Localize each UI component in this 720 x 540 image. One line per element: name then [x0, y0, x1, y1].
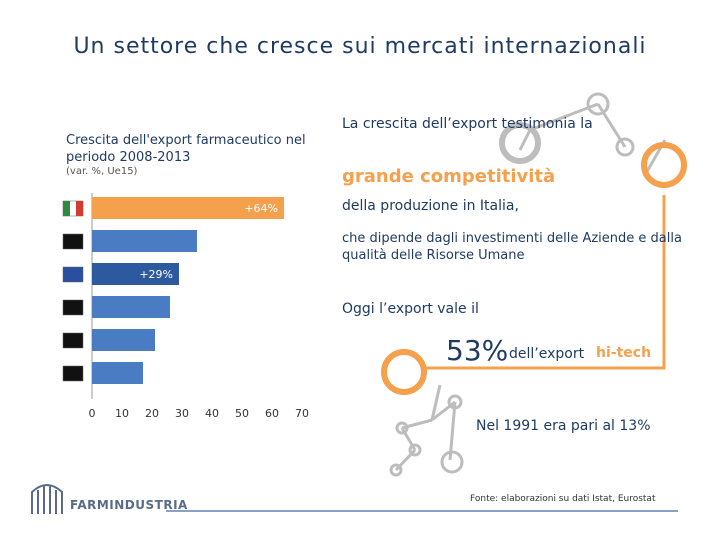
bar-paese-2: [92, 230, 197, 252]
x-tick-label: 30: [175, 407, 189, 420]
bar-italia: [92, 197, 284, 219]
flag-green-stripe: [63, 201, 70, 216]
text-export-value: Oggi l’export vale il: [342, 301, 479, 317]
x-tick-label: 50: [235, 407, 249, 420]
flag-icon: [62, 266, 84, 283]
source-note: Fonte: elaborazioni su dati Istat, Euros…: [470, 494, 656, 504]
big-percentage: 53%: [446, 334, 509, 367]
flag-icon: [62, 233, 84, 250]
x-tick-label: 0: [89, 407, 96, 420]
data-label: +64%: [244, 202, 278, 215]
x-tick-label: 10: [115, 407, 129, 420]
text-1991: Nel 1991 era pari al 13%: [476, 418, 651, 434]
page-title: Un settore che cresce sui mercati intern…: [73, 34, 647, 59]
chart-title: Crescita dell'export farmaceutico nel pe…: [66, 133, 306, 165]
flag-icon: [62, 332, 84, 349]
big-text: dell’export: [509, 346, 585, 362]
bar-paese-6: [92, 362, 143, 384]
flag-red-stripe: [76, 201, 83, 216]
flag-icon: [62, 365, 84, 382]
logo-text: FARMINDUSTRIA: [70, 498, 188, 512]
farmindustria-logo-icon: [31, 484, 63, 514]
flag-icon: [62, 299, 84, 316]
bar-chart: +64% +29% 0 10 20 30 40 50 60 70: [62, 193, 309, 420]
footer-divider: [166, 510, 678, 512]
text-export-growth: La crescita dell’export testimonia la: [342, 116, 593, 132]
text-investments: che dipende dagli investimenti delle Azi…: [342, 231, 682, 263]
bar-paese-5: [92, 329, 155, 351]
chart-subtitle: (var. %, Ue15): [66, 166, 138, 177]
x-tick-label: 70: [295, 407, 309, 420]
x-tick-label: 60: [265, 407, 279, 420]
hitech-label: hi-tech: [596, 345, 652, 361]
x-tick-label: 40: [205, 407, 219, 420]
bar-paese-4: [92, 296, 170, 318]
data-label: +29%: [139, 268, 173, 281]
text-competitiveness: grande competitività: [342, 166, 556, 187]
bar-ue15: [92, 263, 179, 285]
text-production: della produzione in Italia,: [342, 198, 519, 214]
x-tick-label: 20: [145, 407, 159, 420]
